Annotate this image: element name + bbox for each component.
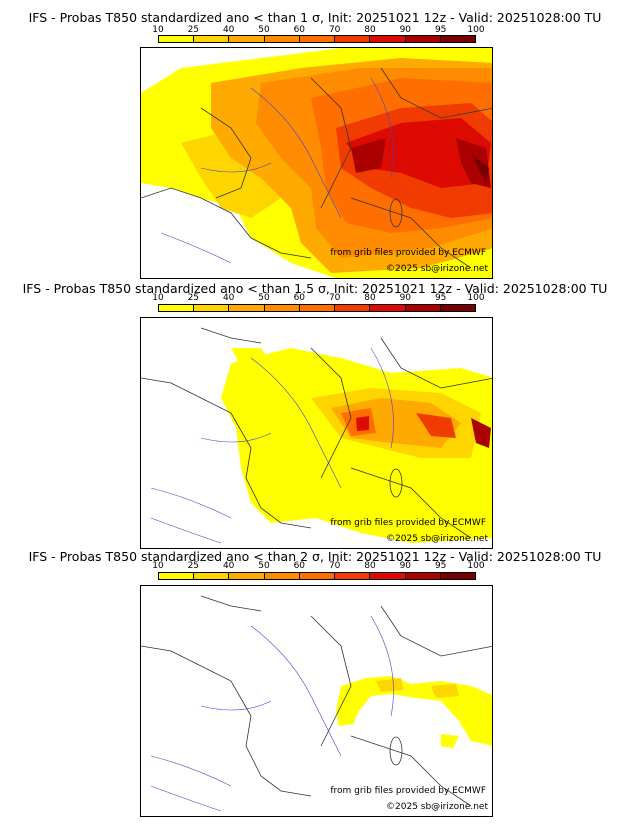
tick: 70	[328, 293, 341, 303]
tick: 100	[467, 293, 485, 303]
credit-site-2: ©2025 sb@irizone.net	[386, 534, 488, 544]
tick: 40	[222, 293, 235, 303]
colorbar-2-ticks: 10 25 40 50 60 70 80 90 95 100	[152, 293, 484, 303]
tick: 100	[467, 561, 485, 571]
colorbar-segment	[194, 305, 230, 311]
tick: 10	[152, 25, 164, 35]
tick: 95	[434, 25, 447, 35]
tick: 90	[399, 25, 412, 35]
panel-3-title: IFS - Probas T850 standardized ano < tha…	[28, 549, 602, 564]
colorbar-segment	[335, 573, 371, 579]
colorbar-segment	[159, 36, 195, 42]
map-panel-1: from grib files provided by ECMWF ©2025 …	[140, 47, 493, 279]
tick: 95	[434, 293, 447, 303]
colorbar-3	[158, 572, 476, 580]
colorbar-segment	[405, 36, 441, 42]
tick: 100	[467, 25, 485, 35]
tick: 50	[258, 561, 270, 571]
colorbar-segment	[194, 36, 230, 42]
colorbar-segment	[264, 573, 300, 579]
tick: 10	[152, 293, 164, 303]
colorbar-segment	[370, 573, 406, 579]
colorbar-segment	[299, 305, 336, 311]
colorbar-3-ticks: 10 25 40 50 60 70 80 90 95 100	[152, 561, 484, 571]
tick: 70	[328, 561, 341, 571]
map-3-graphic	[141, 595, 492, 812]
colorbar-1	[158, 35, 476, 43]
colorbar-segment	[159, 305, 195, 311]
panel-2-title: IFS - Probas T850 standardized ano < tha…	[22, 281, 608, 296]
map-1-graphic	[141, 48, 492, 278]
tick: 50	[258, 25, 270, 35]
tick: 25	[187, 561, 200, 571]
tick: 60	[293, 293, 306, 303]
panel-1-title: IFS - Probas T850 standardized ano < tha…	[28, 10, 602, 25]
colorbar-segment	[440, 36, 475, 42]
colorbar-segment	[194, 573, 230, 579]
colorbar-segment	[299, 36, 336, 42]
colorbar-segment	[440, 305, 475, 311]
tick: 95	[434, 561, 447, 571]
tick: 40	[222, 25, 235, 35]
colorbar-segment	[370, 36, 406, 42]
tick: 90	[399, 561, 412, 571]
colorbar-2	[158, 304, 476, 312]
colorbar-segment	[264, 305, 300, 311]
credit-grib-1: from grib files provided by ECMWF	[330, 248, 486, 258]
tick: 50	[258, 293, 270, 303]
map-panel-3: from grib files provided by ECMWF ©2025 …	[140, 585, 493, 817]
tick: 70	[328, 25, 341, 35]
colorbar-segment	[264, 36, 300, 42]
tick: 60	[293, 25, 306, 35]
colorbar-segment	[370, 305, 406, 311]
colorbar-segment	[405, 573, 441, 579]
credit-grib-2: from grib files provided by ECMWF	[330, 518, 486, 528]
colorbar-segment	[229, 36, 265, 42]
colorbar-segment	[229, 305, 265, 311]
tick: 25	[187, 293, 200, 303]
credit-site-3: ©2025 sb@irizone.net	[386, 802, 488, 812]
tick: 80	[364, 561, 376, 571]
credit-site-1: ©2025 sb@irizone.net	[386, 264, 488, 274]
tick: 90	[399, 293, 412, 303]
colorbar-segment	[335, 36, 371, 42]
colorbar-segment	[335, 305, 371, 311]
colorbar-1-ticks: 10 25 40 50 60 70 80 90 95 100	[152, 25, 484, 35]
tick: 80	[364, 25, 376, 35]
tick: 80	[364, 293, 376, 303]
colorbar-segment	[299, 573, 336, 579]
tick: 40	[222, 561, 235, 571]
colorbar-segment	[229, 573, 265, 579]
colorbar-segment	[405, 305, 441, 311]
map-panel-2: from grib files provided by ECMWF ©2025 …	[140, 317, 493, 549]
tick: 10	[152, 561, 164, 571]
map-2-graphic	[141, 327, 492, 544]
colorbar-segment	[440, 573, 475, 579]
colorbar-segment	[159, 573, 195, 579]
tick: 25	[187, 25, 200, 35]
tick: 60	[293, 561, 306, 571]
credit-grib-3: from grib files provided by ECMWF	[330, 786, 486, 796]
